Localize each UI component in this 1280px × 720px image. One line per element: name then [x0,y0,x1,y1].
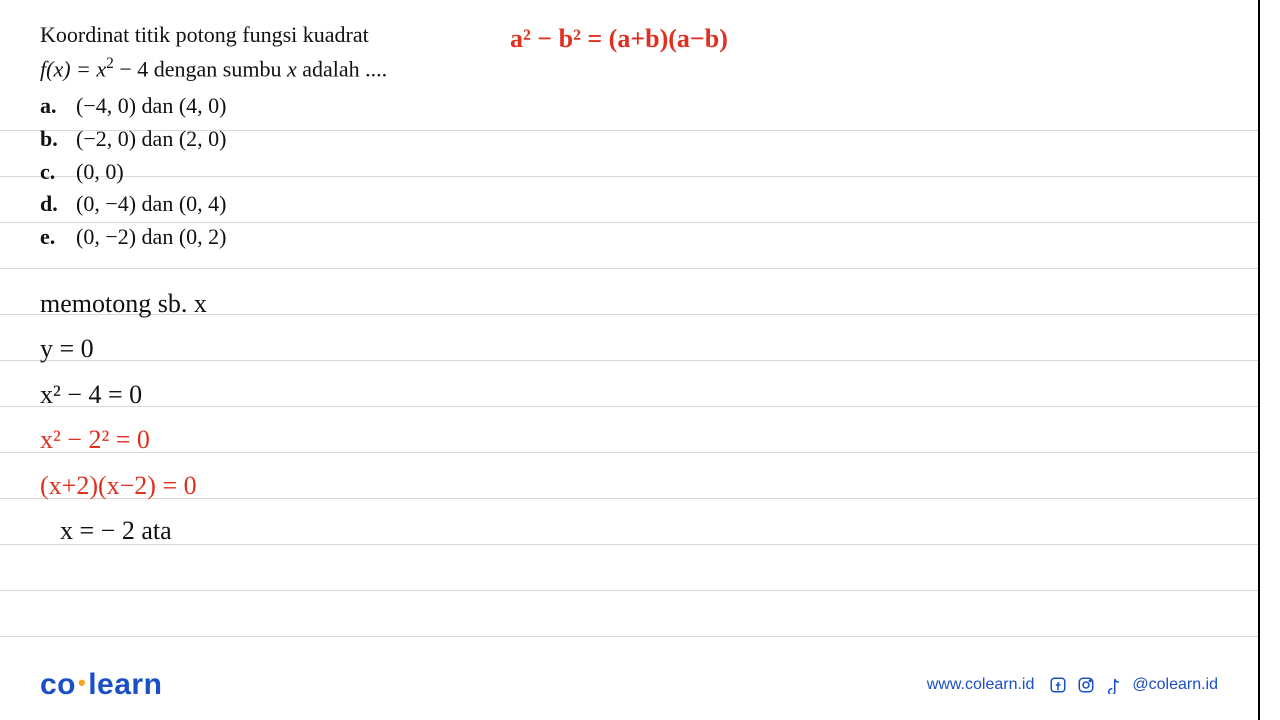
option-row: d.(0, −4) dan (0, 4) [40,189,1218,220]
option-row: c.(0, 0) [40,157,1218,188]
instagram-icon[interactable] [1076,675,1096,695]
option-row: b.(−2, 0) dan (2, 0) [40,124,1218,155]
facebook-icon[interactable] [1048,675,1068,695]
option-letter: c. [40,157,76,188]
work-line: x² − 2² = 0 [40,417,1218,463]
work-line: memotong sb. x [40,281,1218,327]
work-line: (x+2)(x−2) = 0 [40,463,1218,509]
website-link[interactable]: www.colearn.id [927,676,1035,694]
question-end: adalah .... [297,56,387,81]
question-var: x [287,56,297,81]
option-text: (−2, 0) dan (2, 0) [76,124,1218,155]
logo-dot-icon: • [78,670,86,696]
tiktok-icon[interactable] [1104,675,1124,695]
question-line-2: f(x) = x2 − 4 dengan sumbu x adalah .... [40,53,1218,85]
option-text: (0, −2) dan (0, 2) [76,222,1218,253]
question-rest: − 4 dengan sumbu [114,56,287,81]
logo-learn: learn [88,668,162,701]
logo-co: co [40,668,76,701]
work-line: x = − 2 ata [40,508,1218,554]
question-block: Koordinat titik potong fungsi kuadrat f(… [40,20,1218,253]
work-area: memotong sb. xy = 0x² − 4 = 0x² − 2² = 0… [40,281,1218,554]
footer: co•learn www.colearn.id @colearn.id [0,668,1258,702]
option-letter: b. [40,124,76,155]
option-letter: d. [40,189,76,220]
options-list: a.(−4, 0) dan (4, 0)b.(−2, 0) dan (2, 0)… [40,91,1218,253]
question-exp: 2 [106,55,114,72]
option-letter: a. [40,91,76,122]
content-area: Koordinat titik potong fungsi kuadrat f(… [0,0,1258,554]
page: Koordinat titik potong fungsi kuadrat f(… [0,0,1260,720]
social-group: @colearn.id [1048,675,1218,695]
work-line: x² − 4 = 0 [40,372,1218,418]
brand-logo: co•learn [40,668,162,702]
question-fx: f(x) = x [40,56,106,81]
option-row: e.(0, −2) dan (0, 2) [40,222,1218,253]
option-text: (−4, 0) dan (4, 0) [76,91,1218,122]
option-row: a.(−4, 0) dan (4, 0) [40,91,1218,122]
option-text: (0, −4) dan (0, 4) [76,189,1218,220]
option-text: (0, 0) [76,157,1218,188]
work-line: y = 0 [40,326,1218,372]
formula-note: a² − b² = (a+b)(a−b) [510,24,728,54]
option-letter: e. [40,222,76,253]
social-handle[interactable]: @colearn.id [1132,676,1218,694]
footer-right: www.colearn.id @colearn.id [927,675,1218,695]
